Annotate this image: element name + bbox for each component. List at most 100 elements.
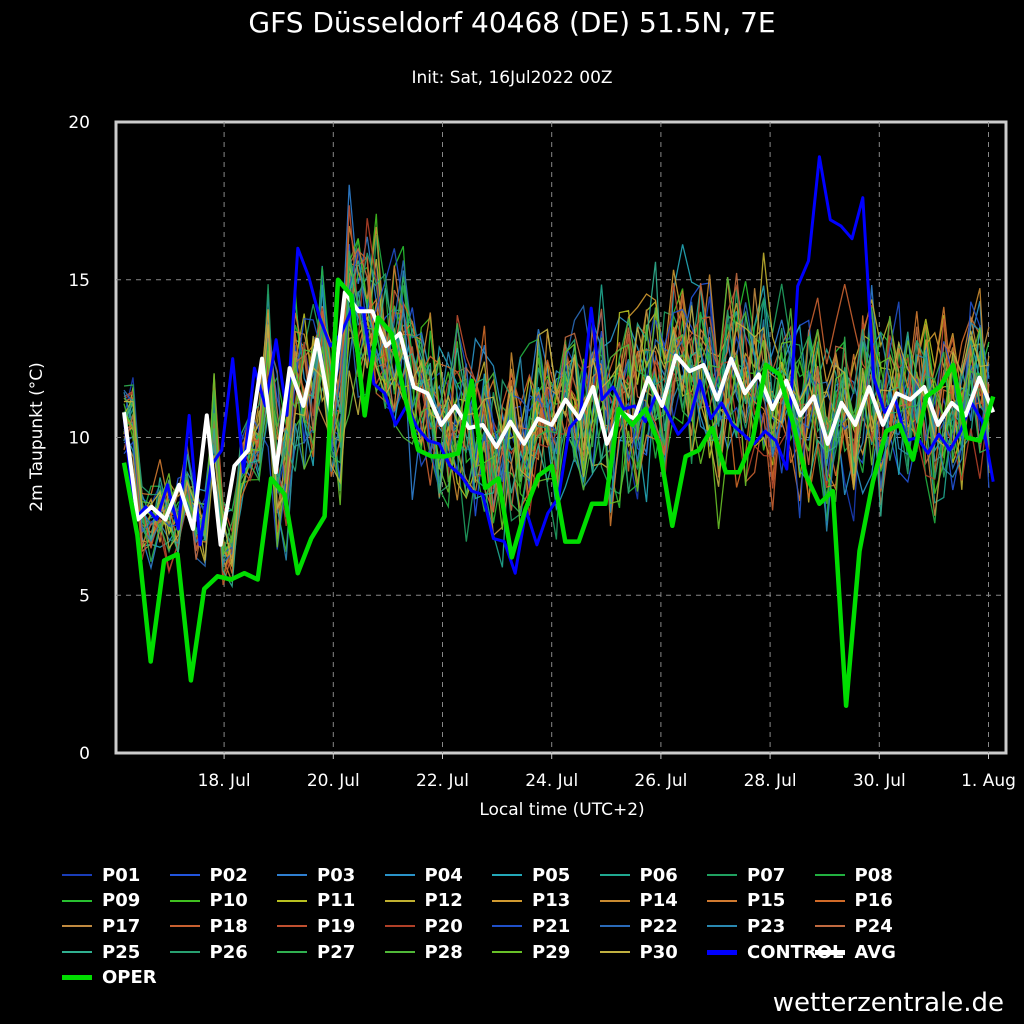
legend-item-control: CONTROL (707, 939, 844, 965)
legend-swatch (599, 899, 630, 902)
legend-label: P11 (317, 890, 356, 912)
legend-label: P26 (209, 941, 248, 963)
y-tick-label: 20 (68, 113, 90, 133)
legend-label: OPER (102, 967, 157, 989)
legend-item-p18: P18 (169, 913, 248, 939)
legend-label: P27 (317, 941, 356, 963)
legend-swatch (169, 951, 200, 954)
legend-label: P24 (854, 915, 893, 937)
legend-swatch (169, 874, 200, 876)
legend-item-p16: P16 (814, 888, 893, 914)
legend-item-oper: OPER (62, 965, 157, 991)
legend-label: P09 (102, 890, 141, 912)
legend-label: P08 (854, 864, 893, 886)
legend-label: P02 (209, 864, 248, 886)
legend-swatch (62, 925, 92, 928)
chart-subtitle: Init: Sat, 16Jul2022 00Z (411, 68, 613, 88)
legend-swatch (814, 925, 845, 928)
y-axis-label: 2m Taupunkt (°C) (27, 362, 47, 512)
legend-item-p13: P13 (492, 888, 570, 914)
legend-swatch (599, 951, 630, 954)
series-line-avg (122, 290, 996, 547)
legend-item-p20: P20 (384, 913, 463, 939)
y-tick-label: 5 (79, 586, 90, 606)
x-tick-label: 24. Jul (525, 771, 578, 791)
legend-label: P14 (639, 890, 678, 912)
legend-label: P16 (854, 890, 893, 912)
legend-swatch (62, 975, 92, 981)
legend-swatch (707, 874, 737, 876)
legend-label: AVG (854, 941, 896, 963)
watermark: wetterzentrale.de (772, 988, 1004, 1018)
legend-swatch (62, 874, 92, 876)
legend-item-p10: P10 (169, 888, 248, 914)
ensemble-line-p30 (123, 305, 990, 564)
legend-swatch (384, 899, 415, 902)
legend-swatch (169, 899, 200, 902)
legend-label: P22 (639, 915, 678, 937)
legend-item-p08: P08 (814, 862, 893, 888)
legend-label: P17 (102, 915, 141, 937)
legend-label: P23 (747, 915, 786, 937)
legend-item-p27: P27 (277, 939, 355, 965)
legend-swatch (62, 899, 92, 902)
y-tick-label: 10 (68, 429, 90, 449)
legend-item-p12: P12 (384, 888, 463, 914)
x-tick-label: 28. Jul (744, 771, 797, 791)
legend-swatch (277, 925, 307, 928)
legend-swatch (277, 951, 307, 954)
legend-label: P20 (424, 915, 463, 937)
legend-item-p14: P14 (599, 888, 678, 914)
legend-item-p30: P30 (599, 939, 678, 965)
legend-label: P12 (424, 890, 463, 912)
x-tick-label: 1. Aug (961, 771, 1016, 791)
legend-swatch (707, 899, 737, 902)
legend-item-p04: P04 (384, 862, 463, 888)
legend-item-p23: P23 (707, 913, 785, 939)
legend-swatch (814, 874, 845, 876)
legend-item-p24: P24 (814, 913, 893, 939)
legend-item-p11: P11 (277, 888, 355, 914)
legend-label: P18 (209, 915, 248, 937)
legend-label: P03 (317, 864, 356, 886)
legend-item-avg: AVG (814, 939, 896, 965)
ensemble-line-p27 (123, 259, 990, 562)
legend-item-p15: P15 (707, 888, 785, 914)
legend-swatch (492, 925, 522, 928)
legend-item-p22: P22 (599, 913, 678, 939)
legend-label: P05 (532, 864, 571, 886)
legend-swatch (169, 925, 200, 928)
legend-label: P06 (639, 864, 678, 886)
legend-label: P21 (532, 915, 571, 937)
legend-item-p29: P29 (492, 939, 570, 965)
legend-swatch (62, 951, 92, 954)
legend-item-p28: P28 (384, 939, 463, 965)
legend-label: CONTROL (747, 941, 844, 963)
legend-label: P29 (532, 941, 571, 963)
y-tick-label: 0 (79, 744, 90, 764)
legend-item-p09: P09 (62, 888, 140, 914)
legend-swatch (384, 925, 415, 928)
legend-swatch (814, 899, 845, 902)
x-tick-label: 26. Jul (634, 771, 687, 791)
legend-swatch (814, 949, 845, 955)
legend-label: P19 (317, 915, 356, 937)
legend-swatch (599, 925, 630, 928)
legend-item-p02: P02 (169, 862, 248, 888)
legend-item-p03: P03 (277, 862, 355, 888)
legend-label: P30 (639, 941, 678, 963)
x-tick-label: 30. Jul (853, 771, 906, 791)
legend-item-p25: P25 (62, 939, 140, 965)
legend-label: P13 (532, 890, 571, 912)
legend-swatch (707, 949, 737, 955)
x-tick-label: 18. Jul (198, 771, 251, 791)
legend-label: P04 (424, 864, 463, 886)
x-axis-label: Local time (UTC+2) (479, 800, 645, 820)
legend-item-p07: P07 (707, 862, 785, 888)
legend-swatch (492, 899, 522, 902)
legend-item-p05: P05 (492, 862, 570, 888)
legend-item-p06: P06 (599, 862, 678, 888)
x-tick-label: 20. Jul (307, 771, 360, 791)
legend-swatch (492, 874, 522, 876)
